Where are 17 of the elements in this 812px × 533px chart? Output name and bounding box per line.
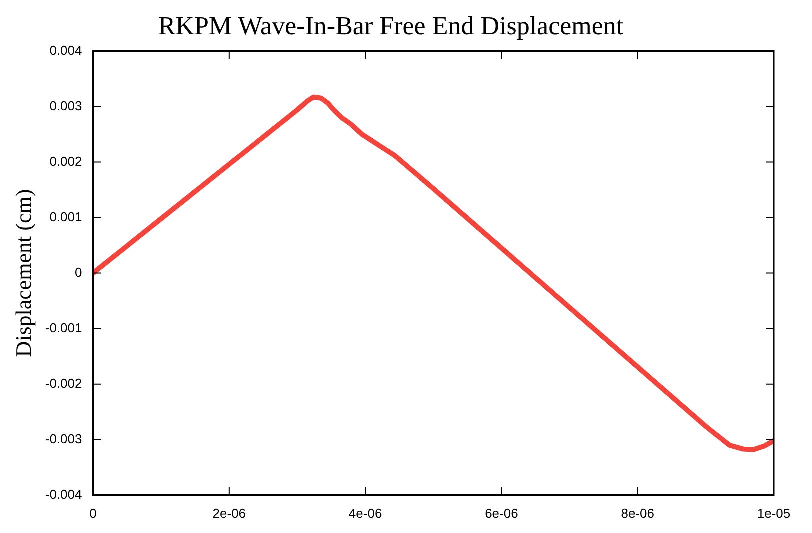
y-tick-label: 0	[75, 264, 82, 280]
y-tick-label: -0.003	[45, 431, 82, 446]
y-tick-label: -0.001	[45, 320, 82, 336]
y-tick-label: 0.002	[50, 154, 82, 169]
x-tick-label: 6e-06	[485, 506, 518, 521]
y-tick-label: -0.002	[45, 376, 82, 391]
x-tick-label: 4e-06	[348, 506, 382, 521]
x-tick-label: 2e-06	[212, 506, 246, 521]
y-tick-label: 0.004	[50, 42, 82, 58]
y-tick-label: 0.003	[50, 98, 82, 114]
y-axis-title: Displacement (cm)	[10, 189, 36, 358]
x-tick-label: 1e-05	[757, 506, 791, 521]
y-tick-label: 0.001	[50, 209, 82, 224]
x-tick-label: 8e-06	[621, 506, 654, 521]
chart-title: RKPM Wave-In-Bar Free End Displacement	[158, 11, 624, 40]
x-tick-label: 0	[90, 506, 97, 521]
y-tick-label: -0.004	[45, 486, 82, 502]
